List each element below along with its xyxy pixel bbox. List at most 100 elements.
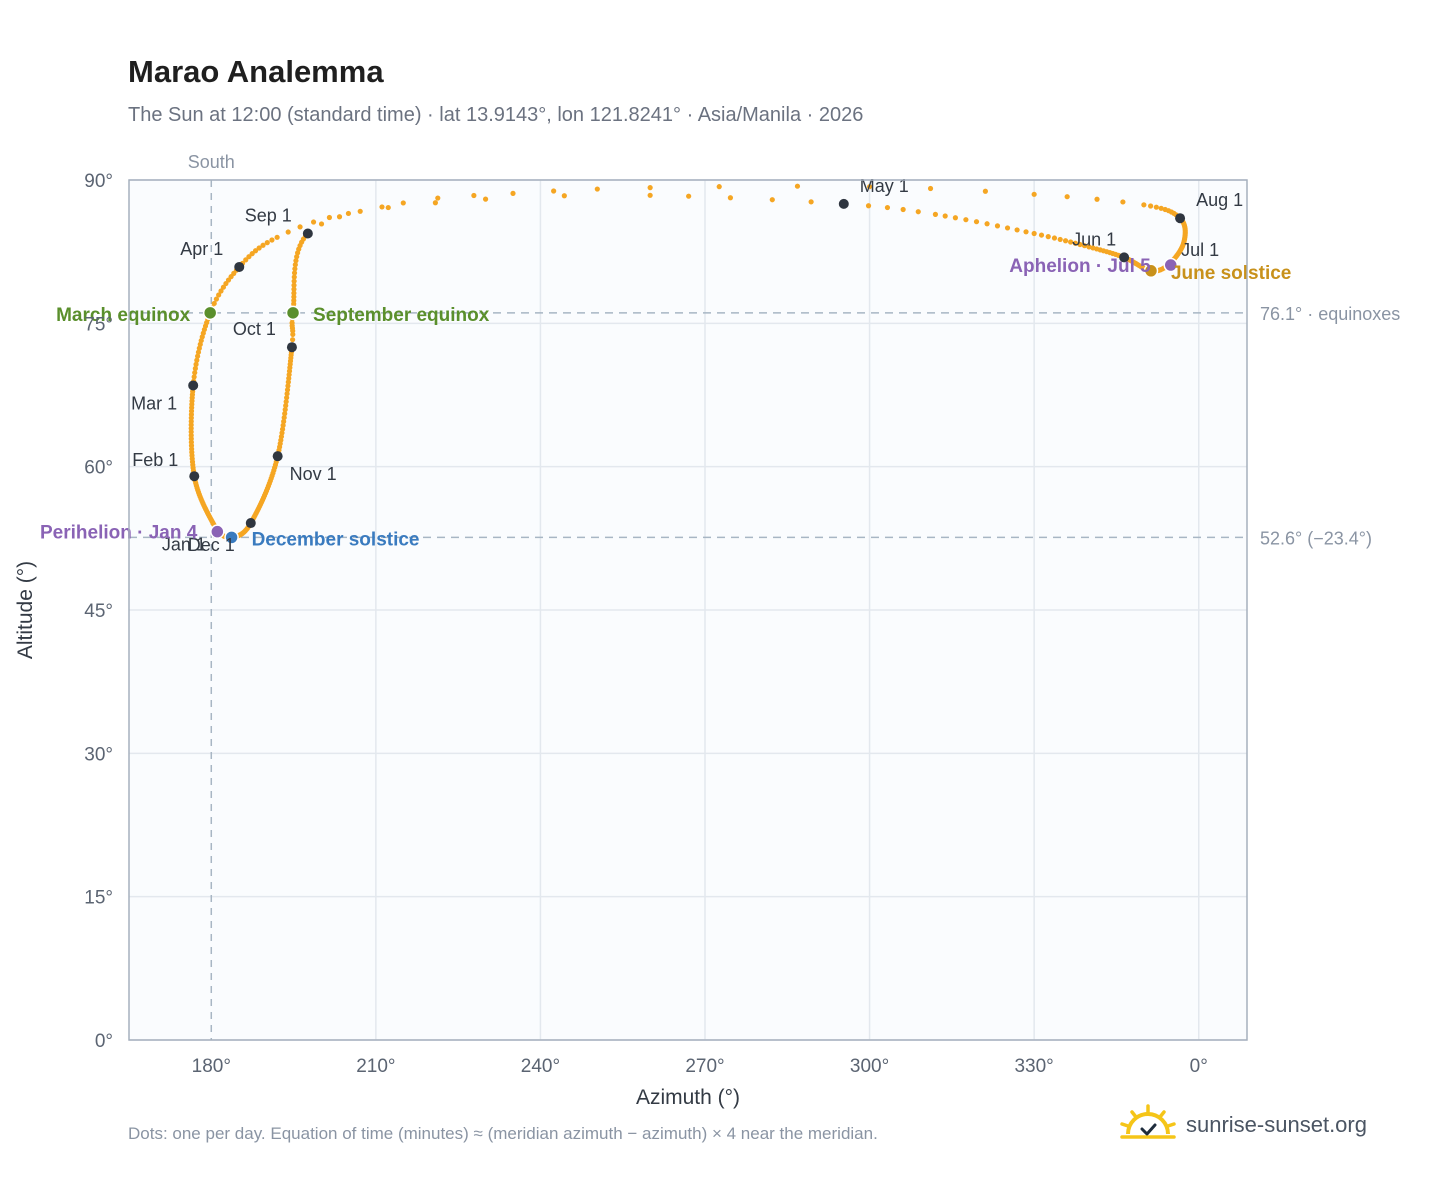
x-tick-label: 0° [1190,1056,1208,1077]
marker-labels: Jan 1 Feb 1 Mar 1 Apr 1 May 1 Jun 1 Jul 1 Aug 1… [40,176,1291,555]
daily-dot [286,375,292,381]
daily-dot [385,204,391,211]
daily-dot [243,257,249,263]
daily-dot [291,294,297,300]
reference-lines: South 76.1° · equinoxes 52.6° (−23.4°) [129,152,1400,1040]
daily-dot [318,221,325,227]
daily-dot [686,193,692,199]
daily-dot [292,262,298,268]
y-tick-label: 45° [84,601,113,622]
month-label: Nov 1 [290,464,337,484]
month-marker [234,261,245,272]
equinox-label: September equinox [313,305,490,326]
daily-dot [1051,235,1058,241]
daily-dot [282,411,288,417]
equinox-label: March equinox [56,305,191,326]
daily-dot [1148,203,1154,209]
daily-dot [1045,233,1051,240]
daily-dot [1064,194,1070,200]
axes: 180° 210° 240° 270° 300° 330° 0° 0° 15° 30° 45° 60°… [14,171,1208,1109]
x-tick-label: 180° [192,1056,231,1077]
daily-dot [1062,238,1069,244]
daily-dot [1067,239,1074,245]
december-solstice-label: December solstice [252,529,420,550]
daily-dot [274,234,280,240]
daily-dot [291,278,297,284]
daily-dot [284,395,290,401]
daily-dot [927,185,934,192]
daily-dot [808,199,814,205]
daily-dot [213,296,220,302]
daily-dot [510,190,516,196]
daily-dot [252,248,259,254]
daily-dot [285,383,291,389]
reference-line-label: 76.1° · equinoxes [1260,304,1400,324]
daily-dot [1162,206,1168,213]
daily-dot [290,337,296,343]
daily-dot [192,365,198,372]
daily-dot [379,204,385,210]
daily-dot [1038,232,1045,238]
equinox-marker [202,305,218,321]
daily-dot [1014,227,1020,233]
december-solstice-marker [224,530,239,545]
daily-dot [1120,199,1126,205]
daily-dot [1004,225,1011,231]
daily-dot [432,200,438,206]
daily-dot [865,203,872,209]
daily-dot [1086,244,1092,250]
daily-dot [647,192,653,198]
daily-dot [195,353,201,359]
daily-dot [952,215,959,221]
daily-dot [283,403,289,409]
daily-dot [1081,243,1088,249]
month-marker [1175,213,1186,224]
plot-frame [128,179,1248,1041]
month-label: Apr 1 [180,239,223,259]
daily-dot [191,374,197,380]
daily-dot [294,254,300,260]
x-tick-label: 210° [356,1056,395,1077]
daily-dot [942,213,948,219]
daily-dot [594,186,600,192]
daily-dot [260,242,266,248]
daily-dot [218,288,224,294]
brand[interactable]: sunrise-sunset.org [1120,1100,1367,1150]
daily-dot [1023,229,1029,235]
daily-dot [291,282,297,288]
apsis-label: Perihelion · Jan 4 [40,523,198,544]
daily-dot [292,266,298,272]
daily-dot [293,258,299,264]
daily-dot [1072,240,1078,246]
month-marker [838,198,849,209]
month-label: Jan 1 [162,535,206,555]
daily-dot [435,195,441,201]
y-tick-label: 60° [84,458,113,479]
daily-dot [246,254,252,260]
y-tick-label: 75° [84,314,113,335]
daily-dot [932,211,939,217]
y-axis-title: Altitude (°) [14,561,37,659]
apsis-label: Aphelion · Jul 5 [1009,256,1151,277]
daily-dot [471,192,477,199]
y-tick-label: 15° [84,888,113,909]
y-tick-label: 30° [84,744,113,765]
x-tick-label: 240° [521,1056,560,1077]
reference-line-label: 52.6° (−23.4°) [1260,528,1372,548]
daily-dot [727,195,734,201]
daily-dot [1077,241,1083,248]
daily-dot [211,300,217,307]
daily-dot [1158,205,1164,211]
daily-dot [1031,191,1037,197]
daily-dot [982,188,988,194]
brand-name: sunrise-sunset.org [1186,1112,1367,1137]
daily-dot [647,185,653,191]
daily-dot [285,379,291,385]
daily-dot [285,229,291,235]
x-tick-label: 300° [850,1056,889,1077]
marker-points [188,198,1186,545]
y-tick-label: 90° [84,171,113,192]
daily-dot [963,217,969,223]
daily-dot [284,391,290,397]
month-marker [245,518,256,529]
